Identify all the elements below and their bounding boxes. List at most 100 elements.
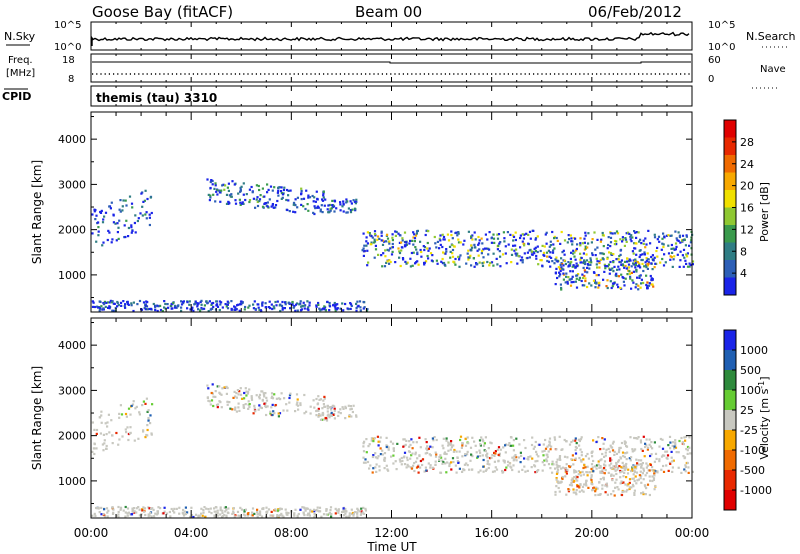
power-cell xyxy=(227,182,230,185)
power-cell xyxy=(623,260,627,263)
power-cell xyxy=(625,232,628,235)
velocity-cell xyxy=(606,493,609,496)
velocity-cell xyxy=(603,455,606,458)
velocity-cell xyxy=(517,470,520,473)
velocity-ytick-label: 1000 xyxy=(58,475,86,488)
power-cell xyxy=(413,240,416,243)
power-cell xyxy=(311,194,314,198)
velocity-cell xyxy=(315,397,318,401)
power-cell xyxy=(554,271,557,274)
power-cell xyxy=(457,232,460,235)
velocity-cell xyxy=(350,415,353,418)
power-cell xyxy=(223,188,226,191)
velocity-cell xyxy=(403,455,406,458)
power-cell xyxy=(196,302,199,305)
velocity-cell xyxy=(127,438,130,442)
power-cell xyxy=(672,247,675,250)
power-cell xyxy=(405,262,408,265)
power-cell xyxy=(240,202,244,205)
power-cell xyxy=(206,178,209,181)
power-cell xyxy=(324,309,327,312)
velocity-cell xyxy=(582,490,585,493)
power-cell xyxy=(546,259,549,263)
velocity-cell xyxy=(107,413,110,416)
power-cell xyxy=(103,215,106,218)
velocity-cell xyxy=(537,455,540,458)
power-cell xyxy=(583,269,586,272)
power-cell xyxy=(579,244,582,247)
power-cell xyxy=(271,307,274,311)
power-cell xyxy=(447,261,450,264)
power-cell xyxy=(417,263,420,266)
power-cell xyxy=(154,304,157,307)
power-cell xyxy=(574,280,577,283)
power-cell xyxy=(539,259,542,262)
power-cell xyxy=(322,307,325,310)
velocity-cell xyxy=(198,514,201,517)
velocity-cell xyxy=(117,516,120,519)
power-cell xyxy=(573,251,576,254)
power-cell xyxy=(595,263,598,266)
velocity-cell xyxy=(584,481,588,484)
power-cell xyxy=(606,286,609,290)
velocity-cell xyxy=(619,469,622,473)
velocity-cell xyxy=(691,470,694,473)
power-cell xyxy=(303,304,306,307)
velocity-cell xyxy=(247,400,250,403)
power-cell xyxy=(398,241,401,244)
power-cell xyxy=(412,243,415,246)
power-cell xyxy=(355,200,358,203)
velocity-cell xyxy=(651,475,654,478)
velocity-cell xyxy=(265,396,268,399)
power-cell xyxy=(97,234,100,237)
velocity-cell xyxy=(124,515,127,518)
velocity-cell xyxy=(561,466,565,469)
velocity-cell xyxy=(637,436,640,439)
power-cell xyxy=(359,306,362,309)
velocity-cell xyxy=(608,450,611,453)
velocity-cell xyxy=(149,414,152,417)
power-cell xyxy=(124,306,127,309)
velocity-cell xyxy=(93,447,96,450)
velocity-cell xyxy=(508,442,511,445)
power-cell xyxy=(474,238,477,241)
power-cell xyxy=(645,257,648,260)
velocity-cell xyxy=(610,467,613,470)
velocity-cell xyxy=(632,477,635,480)
velocity-cell xyxy=(321,412,324,416)
velocity-cell xyxy=(359,513,362,516)
power-cell xyxy=(599,252,602,255)
power-cell xyxy=(651,268,654,271)
power-cell xyxy=(336,307,339,310)
power-cell xyxy=(638,262,641,265)
velocity-cell xyxy=(111,506,114,509)
power-plot-area xyxy=(91,112,692,312)
power-cell xyxy=(346,307,349,310)
power-cell xyxy=(540,259,543,262)
power-cell xyxy=(131,206,134,209)
power-cell xyxy=(239,201,242,204)
power-cell xyxy=(355,307,358,310)
velocity-cell xyxy=(333,405,336,408)
power-cell xyxy=(609,232,612,235)
velocity-cell xyxy=(573,476,576,479)
velocity-cell xyxy=(633,470,637,473)
velocity-cell xyxy=(683,436,686,439)
velocity-cell xyxy=(555,477,558,480)
power-cell xyxy=(384,255,387,258)
velocity-cell xyxy=(566,468,569,471)
power-cell xyxy=(545,242,548,245)
velocity-cell xyxy=(579,438,583,441)
power-cell xyxy=(594,286,597,289)
power-cell xyxy=(619,253,622,256)
power-cell xyxy=(678,265,681,268)
power-cell xyxy=(291,303,294,306)
power-cell xyxy=(423,263,426,266)
velocity-cell xyxy=(555,463,558,466)
velocity-cell xyxy=(141,508,144,511)
power-cell xyxy=(322,196,325,199)
velocity-cell xyxy=(648,475,651,478)
power-cell xyxy=(228,194,231,197)
velocity-cell xyxy=(265,506,268,509)
power-cell xyxy=(141,214,144,217)
